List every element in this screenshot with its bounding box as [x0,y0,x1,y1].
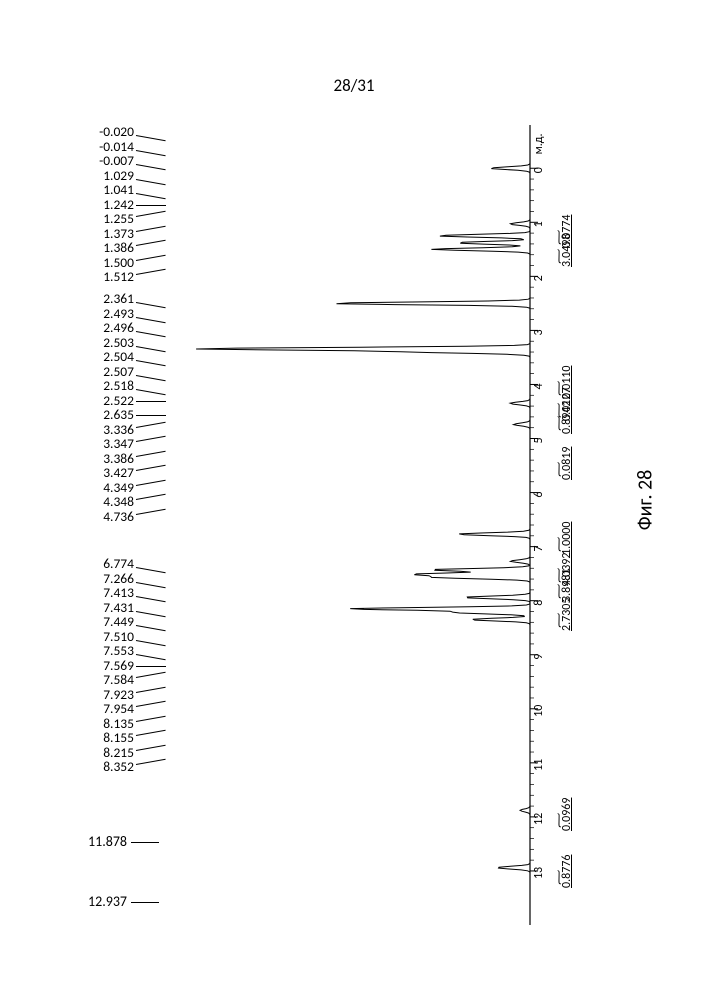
svg-text:2: 2 [532,275,546,281]
svg-text:11: 11 [532,759,546,771]
svg-text:8: 8 [532,600,546,606]
integral-value: ⎱0.0969 [560,831,593,845]
integral-value: ⎱0.8776 [560,888,593,902]
svg-text:4: 4 [532,383,546,389]
svg-text:м.д.: м.д. [532,133,546,154]
svg-text:9: 9 [532,654,546,660]
single-peak-label: 12.937 [88,893,159,910]
single-peak-label: 11.878 [88,833,159,850]
svg-text:6: 6 [532,492,546,498]
svg-text:13: 13 [532,867,546,879]
peak-value: 4.736 [88,510,136,525]
peak-value: 1.512 [88,270,136,285]
integral-value: ⎱2.7305 [560,631,593,645]
svg-text:5: 5 [532,437,546,443]
svg-text:1: 1 [532,221,546,227]
peak-value: 8.352 [88,760,136,775]
integral-value: ⎱0.0819 [560,480,593,494]
svg-text:0: 0 [532,167,546,173]
svg-text:12: 12 [532,813,546,825]
nmr-spectrum-plot [170,125,560,925]
svg-text:10: 10 [532,705,546,717]
figure-label: Фиг. 28 [634,470,658,531]
page: 28/31 Фиг. 28 -0.020-0.014-0.0071.0291.0… [0,0,708,1000]
integral-labels: ⎱0.0774⎱3.0498⎱0.0110⎱0.0127⎱0.8942⎱0.08… [560,120,630,930]
svg-text:7: 7 [532,546,546,552]
page-number: 28/31 [0,75,708,96]
svg-text:3: 3 [532,329,546,335]
integral-value: ⎱3.0498 [560,267,593,281]
